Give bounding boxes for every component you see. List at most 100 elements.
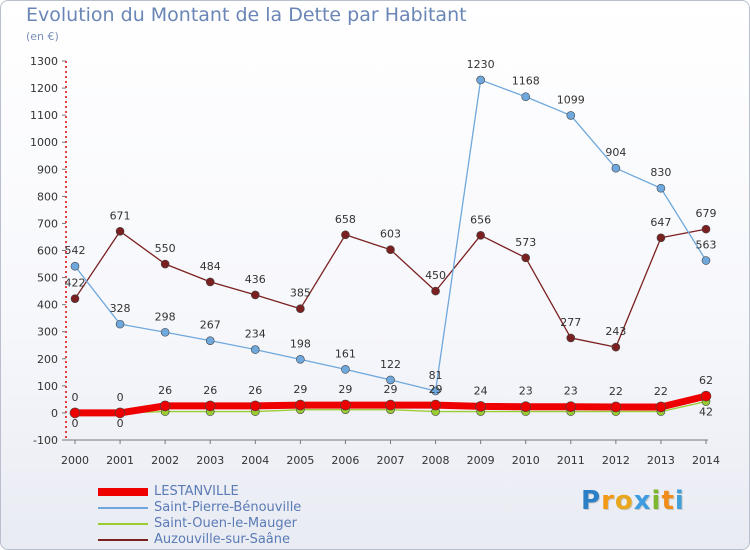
data-label: 26: [158, 384, 172, 397]
x-tick-label: 2014: [692, 454, 720, 467]
x-tick-label: 2001: [106, 454, 134, 467]
logo-letter: t: [661, 486, 675, 516]
y-tick-label: 200: [37, 353, 58, 366]
series-group: [69, 75, 712, 419]
y-tick-label: -100: [33, 434, 58, 447]
data-point: [386, 245, 395, 254]
data-point: [656, 183, 666, 193]
legend-swatch: [98, 507, 148, 509]
data-label: 542: [65, 244, 86, 257]
data-point: [205, 277, 215, 287]
data-label: 830: [650, 166, 671, 179]
x-axis: 2000 2001 2002 2003 2004 2005 2006 2007 2008 2009…: [61, 439, 720, 467]
data-point: [565, 401, 577, 413]
y-tick-label: 600: [37, 245, 58, 258]
data-point: [385, 399, 396, 411]
data-point: [204, 400, 216, 412]
data-label: 422: [65, 277, 86, 290]
data-point: [656, 233, 666, 243]
data-point: [249, 400, 261, 412]
data-label: 198: [290, 337, 311, 350]
y-tick-label: 700: [37, 217, 58, 230]
data-label: 234: [245, 328, 266, 341]
data-point: [476, 75, 485, 85]
legend-label: Auzouville-sur-Saâne: [154, 532, 291, 547]
data-point: [160, 327, 170, 337]
data-point: [611, 163, 621, 173]
logo-letter: i: [674, 486, 685, 516]
x-tick-label: 2006: [331, 454, 359, 467]
data-label: 81: [429, 369, 443, 382]
y-tick-label: 0: [51, 407, 58, 420]
data-label: 450: [425, 269, 446, 282]
legend-swatch: [98, 539, 148, 541]
data-point: [296, 355, 305, 364]
x-tick-label: 2010: [512, 454, 540, 467]
data-point: [205, 336, 215, 345]
logo-letter: P: [581, 486, 602, 516]
data-point: [69, 407, 81, 419]
y-tick-label: 1300: [30, 55, 58, 68]
y-axis: -100 0 100 200 300 400 500 600 700 800 900 1000 1100…: [30, 55, 67, 447]
data-point: [250, 345, 260, 354]
x-tick-label: 2004: [241, 454, 269, 467]
x-tick-label: 2000: [61, 454, 89, 467]
x-tick-label: 2005: [286, 454, 314, 467]
legend-item: Saint-Pierre-Bénouville: [98, 500, 398, 516]
data-label: 484: [200, 260, 221, 273]
data-label: 29: [293, 383, 307, 396]
data-point: [566, 333, 576, 343]
data-point: [70, 294, 80, 303]
x-tick-label: 2011: [557, 454, 585, 467]
legend-item: Auzouville-sur-Saâne: [98, 532, 398, 548]
data-point: [114, 407, 126, 419]
data-label: 267: [200, 319, 221, 332]
x-tick-label: 2008: [422, 454, 450, 467]
data-label: 656: [470, 213, 491, 226]
data-point: [250, 290, 260, 300]
y-tick-label: 400: [37, 299, 58, 312]
data-label: 29: [429, 383, 443, 396]
y-tick-label: 1200: [30, 82, 58, 95]
data-label: 671: [110, 209, 131, 222]
data-label: 679: [696, 207, 717, 220]
legend-swatch: [98, 488, 148, 496]
data-point: [160, 259, 170, 269]
data-label: 563: [696, 239, 717, 252]
data-point: [655, 401, 667, 413]
logo-letter: o: [614, 486, 634, 516]
data-label: 22: [654, 385, 668, 398]
proxiti-logo: Proxiti: [581, 486, 685, 516]
data-label: 904: [605, 146, 626, 159]
legend-label: LESTANVILLE: [154, 484, 239, 499]
legend-label: Saint-Ouen-le-Mauger: [154, 516, 297, 531]
y-tick-label: 1000: [30, 136, 58, 149]
data-label: 23: [519, 385, 533, 398]
data-label: 122: [380, 358, 401, 371]
data-point: [701, 256, 711, 265]
legend-item: LESTANVILLE: [98, 484, 398, 500]
x-tick-label: 2012: [602, 454, 630, 467]
data-labels: 422 671 550 484 436 385 658 603 450 656 573 277 243 6…: [65, 58, 717, 430]
legend-item: Saint-Ouen-le-Mauger: [98, 516, 398, 532]
data-point: [430, 399, 441, 411]
data-point: [295, 399, 306, 411]
data-label: 1168: [512, 75, 540, 88]
data-label: 24: [474, 384, 488, 397]
chart-title: Evolution du Montant de la Dette par Hab…: [26, 4, 467, 26]
x-tick-label: 2003: [196, 454, 224, 467]
data-label: 161: [335, 347, 356, 360]
data-label: 328: [110, 302, 131, 315]
data-label: 29: [338, 383, 352, 396]
chart-subtitle: (en €): [26, 30, 59, 43]
x-tick-label: 2007: [377, 454, 405, 467]
y-tick-label: 500: [37, 272, 58, 285]
data-point: [701, 224, 711, 234]
y-tick-label: 800: [37, 190, 58, 203]
data-label: 1099: [557, 93, 585, 106]
logo-letter: x: [633, 486, 652, 516]
data-label: 62: [699, 374, 713, 387]
data-label: 22: [609, 385, 623, 398]
data-point: [115, 226, 125, 236]
